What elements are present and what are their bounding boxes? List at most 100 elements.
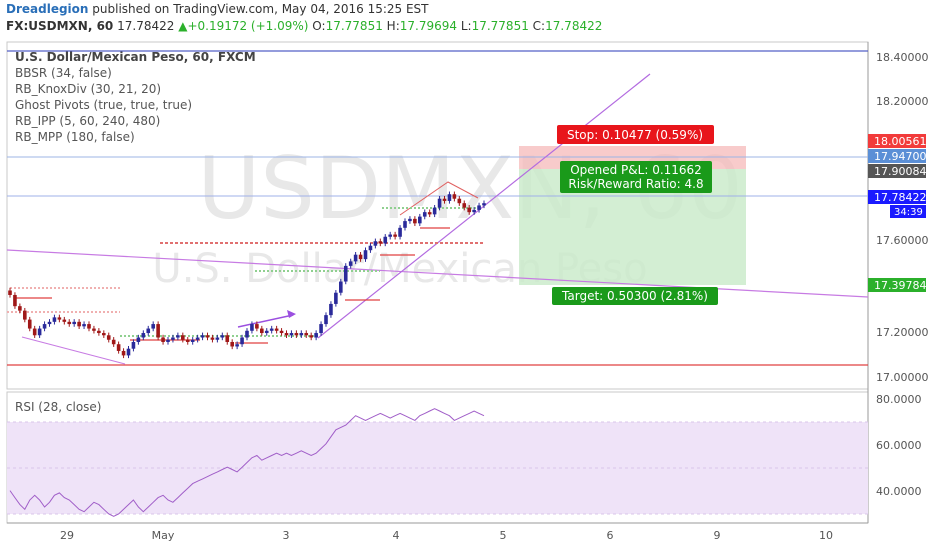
candle-body[interactable] xyxy=(151,324,155,329)
candle-body[interactable] xyxy=(324,315,328,325)
candle-body[interactable] xyxy=(432,207,437,215)
legend-mpp[interactable]: RB_MPP (180, false) xyxy=(15,130,135,144)
legend-series[interactable]: U.S. Dollar/Mexican Peso, 60, FXCM xyxy=(15,50,256,64)
stop-label-box[interactable] xyxy=(557,125,714,144)
candle-body[interactable] xyxy=(185,339,190,342)
time-axis[interactable]: 29 May 3 4 5 6 9 10 xyxy=(60,529,833,542)
candle-body[interactable] xyxy=(166,339,170,342)
rsi-axis[interactable]: 80.0000 60.0000 40.0000 xyxy=(876,393,922,498)
rsi-legend[interactable]: RSI (28, close) xyxy=(15,400,101,414)
candle-body[interactable] xyxy=(403,221,407,228)
candle-body[interactable] xyxy=(393,234,397,237)
candle-body[interactable] xyxy=(373,241,378,246)
author-name[interactable]: Dreadlegion xyxy=(6,2,89,16)
candle-body[interactable] xyxy=(106,335,111,340)
candle-body[interactable] xyxy=(156,324,160,338)
candle-body[interactable] xyxy=(299,333,304,336)
candle-body[interactable] xyxy=(250,324,254,331)
candle-body[interactable] xyxy=(245,330,249,338)
candle-body[interactable] xyxy=(220,335,225,338)
candle-body[interactable] xyxy=(408,218,412,222)
candle-body[interactable] xyxy=(388,234,392,237)
candle-body[interactable] xyxy=(215,337,220,340)
candle-body[interactable] xyxy=(269,328,274,331)
candle-body[interactable] xyxy=(378,241,383,244)
candle-body[interactable] xyxy=(131,341,136,349)
candle-body[interactable] xyxy=(343,265,348,282)
candle-body[interactable] xyxy=(284,333,289,336)
candle-body[interactable] xyxy=(18,306,22,311)
candle-body[interactable] xyxy=(67,321,72,325)
candle-body[interactable] xyxy=(176,335,180,338)
price-axis[interactable]: 18.40000 18.20000 17.60000 17.20000 17.0… xyxy=(876,51,929,384)
candle-body[interactable] xyxy=(171,337,175,340)
candle-body[interactable] xyxy=(452,194,457,199)
candle-body[interactable] xyxy=(210,337,215,340)
candle-body[interactable] xyxy=(457,198,462,204)
candle-body[interactable] xyxy=(13,294,17,307)
candle-body[interactable] xyxy=(279,330,284,334)
descending-trendline[interactable] xyxy=(6,249,869,298)
candle-body[interactable] xyxy=(477,205,481,210)
candle-body[interactable] xyxy=(195,337,200,340)
candle-body[interactable] xyxy=(230,341,234,347)
candle-body[interactable] xyxy=(161,337,165,342)
candle-body[interactable] xyxy=(97,330,101,334)
candle-body[interactable] xyxy=(309,335,313,338)
lower-wedge-line[interactable] xyxy=(21,336,126,365)
target-label-box[interactable] xyxy=(552,287,718,305)
candle-body[interactable] xyxy=(368,245,373,251)
candle-body[interactable] xyxy=(92,328,96,331)
legend-ipp[interactable]: RB_IPP (5, 60, 240, 480) xyxy=(15,114,160,128)
candle-body[interactable] xyxy=(482,203,486,206)
candle-body[interactable] xyxy=(72,321,76,325)
candle-body[interactable] xyxy=(304,333,309,336)
candle-body[interactable] xyxy=(47,321,52,325)
candle-body[interactable] xyxy=(472,209,476,213)
candle-body[interactable] xyxy=(146,328,151,334)
candle-body[interactable] xyxy=(27,319,32,329)
candle-body[interactable] xyxy=(260,328,264,334)
candle-body[interactable] xyxy=(32,328,37,336)
candle-body[interactable] xyxy=(235,344,239,347)
candle-body[interactable] xyxy=(363,250,368,260)
candle-body[interactable] xyxy=(418,216,422,224)
candle-body[interactable] xyxy=(57,317,62,320)
candle-body[interactable] xyxy=(82,324,86,327)
candle-body[interactable] xyxy=(121,350,126,356)
candle-body[interactable] xyxy=(334,292,338,304)
candle-body[interactable] xyxy=(353,254,358,262)
candle-body[interactable] xyxy=(52,317,57,322)
candle-body[interactable] xyxy=(383,236,388,244)
candle-body[interactable] xyxy=(274,328,279,331)
candle-body[interactable] xyxy=(329,303,333,316)
arrow-line[interactable] xyxy=(237,314,294,328)
candle-body[interactable] xyxy=(77,321,81,327)
candle-body[interactable] xyxy=(240,337,244,345)
candle-body[interactable] xyxy=(427,212,432,215)
candles-group[interactable] xyxy=(8,191,486,359)
candle-body[interactable] xyxy=(8,290,12,295)
rsi-line[interactable] xyxy=(9,408,485,517)
candle-body[interactable] xyxy=(23,310,27,320)
candle-body[interactable] xyxy=(62,319,67,322)
candle-body[interactable] xyxy=(422,212,427,217)
candle-body[interactable] xyxy=(87,324,91,329)
candle-body[interactable] xyxy=(289,333,294,336)
candle-body[interactable] xyxy=(398,227,402,237)
candle-body[interactable] xyxy=(314,333,318,338)
candle-body[interactable] xyxy=(111,339,116,345)
candle-body[interactable] xyxy=(141,333,146,338)
candle-body[interactable] xyxy=(42,324,47,329)
candle-body[interactable] xyxy=(294,333,299,336)
candle-body[interactable] xyxy=(319,324,323,334)
candle-body[interactable] xyxy=(181,335,185,340)
candle-body[interactable] xyxy=(442,198,447,201)
candle-body[interactable] xyxy=(264,330,269,334)
pnl-label-box[interactable] xyxy=(560,161,712,193)
candle-body[interactable] xyxy=(358,254,363,260)
candle-body[interactable] xyxy=(116,344,121,351)
candle-body[interactable] xyxy=(102,333,106,336)
legend-ghost-pivots[interactable]: Ghost Pivots (true, true, true) xyxy=(15,98,192,112)
